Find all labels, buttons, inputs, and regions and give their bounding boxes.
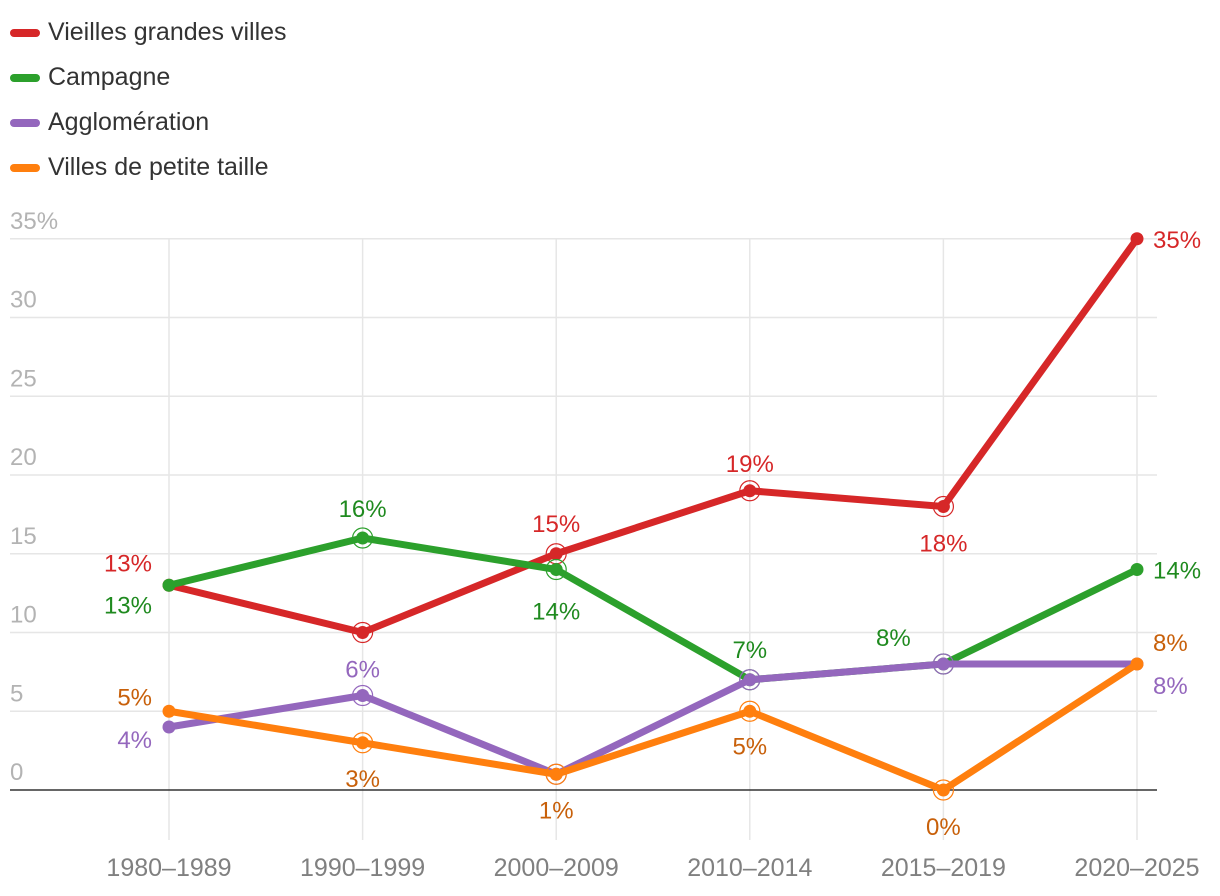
data-point-ring [545, 763, 567, 785]
data-point [936, 500, 950, 513]
data-point [356, 531, 370, 545]
legend-item: Villes de petite taille [10, 145, 287, 190]
series [162, 657, 1144, 801]
data-point-ring [932, 495, 955, 518]
x-tick-label: 1990–1999 [300, 854, 425, 882]
y-tick-label: 30 [10, 287, 37, 314]
series-line [165, 660, 1141, 778]
legend-swatch [10, 73, 40, 82]
data-label: 1% [539, 797, 574, 824]
data-point-ring [352, 621, 374, 644]
data-point [936, 657, 950, 671]
data-point [1130, 232, 1144, 246]
legend-label: Agglomération [48, 108, 210, 136]
legend-swatch [10, 28, 40, 37]
data-label: 13% [104, 592, 152, 619]
data-label: 35% [1153, 227, 1201, 254]
y-tick-label: 25 [10, 365, 37, 392]
y-tick-label: 0 [10, 759, 23, 786]
data-label: 6% [345, 657, 380, 684]
legend-label: Vieilles grandes villes [48, 18, 287, 46]
data-point-ring [739, 480, 761, 502]
data-label: 8% [1153, 673, 1188, 700]
data-point [549, 767, 563, 781]
data-label: 15% [532, 511, 580, 538]
data-point [743, 484, 757, 498]
series-line [165, 660, 1141, 794]
data-label: 14% [532, 599, 580, 626]
y-tick-label: 15 [10, 523, 37, 550]
data-point-ring [352, 527, 374, 549]
legend-item: Agglomération [10, 100, 287, 145]
data-point-ring [739, 669, 761, 691]
data-label: 8% [1153, 630, 1188, 657]
data-label: 7% [732, 637, 767, 664]
data-label: 0% [926, 814, 961, 841]
y-tick-label: 5 [10, 680, 23, 707]
data-point-ring [739, 700, 761, 722]
x-tick-label: 2010–2014 [687, 854, 812, 882]
data-point [162, 704, 176, 718]
data-label: 14% [1153, 558, 1201, 585]
data-point-ring [932, 653, 955, 675]
data-label: 16% [339, 496, 387, 523]
data-point [356, 689, 370, 702]
series [162, 232, 1144, 644]
data-point [549, 547, 563, 561]
data-point [1130, 657, 1144, 671]
data-point [936, 783, 950, 797]
gridlines [10, 238, 1157, 840]
legend-swatch [10, 163, 40, 172]
data-point [356, 626, 370, 639]
series [162, 653, 1144, 785]
series-line [165, 534, 1141, 684]
data-point [162, 720, 176, 734]
y-tick-label: 10 [10, 602, 37, 629]
data-point [743, 673, 757, 687]
data-label: 13% [104, 550, 152, 577]
legend-swatch [10, 118, 40, 127]
legend-label: Campagne [48, 63, 171, 91]
data-label: 19% [726, 451, 774, 478]
data-point [162, 578, 176, 592]
data-label: 5% [117, 684, 152, 711]
data-point [356, 736, 370, 750]
series-line [165, 235, 1141, 636]
data-point-ring [352, 732, 374, 754]
data-point-ring [352, 684, 374, 707]
x-tick-label: 2015–2019 [881, 854, 1006, 882]
data-label: 18% [919, 531, 967, 558]
data-point [743, 704, 757, 718]
legend-label: Villes de petite taille [48, 153, 269, 181]
data-point-ring [545, 558, 567, 581]
legend: Vieilles grandes villes Campagne Aggloméra… [10, 10, 287, 190]
y-tick-label: 20 [10, 444, 37, 471]
x-tick-label: 2000–2009 [494, 854, 619, 882]
data-point-ring [932, 779, 955, 801]
data-point [1130, 563, 1144, 576]
y-tick-label: 35% [10, 208, 58, 235]
data-label: 8% [876, 625, 911, 652]
data-label: 4% [117, 727, 152, 754]
data-label: 5% [732, 733, 767, 760]
data-label: 3% [345, 766, 380, 793]
x-tick-label: 2020–2025 [1074, 854, 1199, 882]
legend-item: Campagne [10, 55, 287, 100]
data-point [549, 563, 563, 576]
legend-item: Vieilles grandes villes [10, 10, 287, 55]
x-tick-label: 1980–1989 [106, 854, 231, 882]
